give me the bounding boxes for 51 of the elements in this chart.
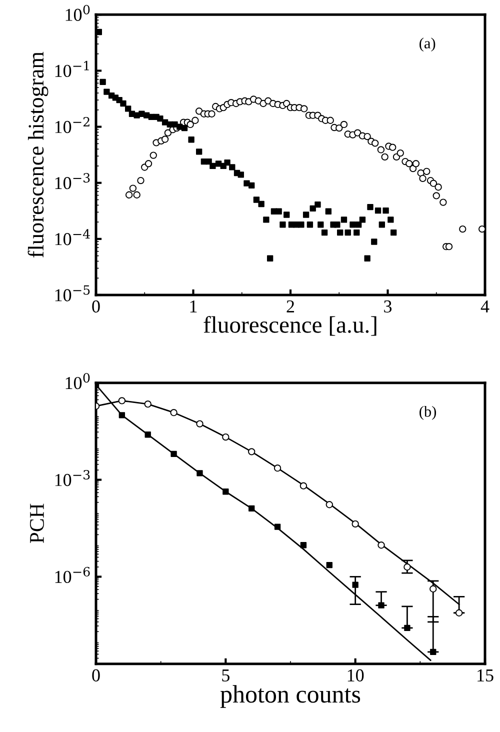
y-tick-label: 10$^{−4}$ — [55, 229, 90, 246]
point — [430, 585, 437, 592]
y-tick-label: 10$^{−5}$ — [55, 285, 90, 302]
x-tick-label: 15 — [478, 669, 494, 682]
point — [170, 450, 177, 458]
point — [196, 470, 203, 476]
y-tick-label: 10$^{−2}$ — [55, 116, 90, 134]
y-tick-label: 10$^{−3}$ — [55, 470, 90, 486]
point — [170, 409, 178, 416]
point — [248, 505, 255, 512]
x-tick-label: 3 — [384, 300, 392, 313]
y-tick-label: 10$^{0}$ — [66, 373, 90, 390]
point — [248, 448, 256, 456]
point — [144, 432, 151, 438]
point — [378, 542, 385, 549]
x-tick-label: 4 — [480, 300, 490, 312]
point — [118, 397, 126, 404]
x-tick-label: 1 — [190, 300, 197, 312]
point — [222, 433, 230, 441]
x-tick-label: 2 — [286, 300, 294, 312]
point — [222, 488, 229, 495]
point — [274, 524, 281, 530]
point — [300, 542, 307, 548]
point — [300, 482, 308, 490]
y-tick-label: 10$^{0}$ — [66, 4, 90, 21]
point — [274, 464, 282, 472]
annotation: (b) — [420, 406, 436, 420]
annotation: (a) — [420, 38, 436, 52]
y-axis-title: PCH — [30, 504, 44, 544]
point — [455, 609, 463, 616]
point — [352, 520, 359, 528]
point — [326, 501, 333, 508]
x-axis-title: photon counts — [220, 685, 360, 708]
y-axis-title: fluorescence histogram — [28, 52, 48, 258]
point — [404, 624, 410, 632]
point — [144, 400, 152, 408]
y-tick-label: 10$^{−1}$ — [55, 60, 89, 78]
x-tick-label: 10 — [348, 669, 364, 682]
y-tick-label: 10$^{−6}$ — [55, 566, 90, 584]
x-axis-title: fluorescence [a.u.] — [204, 316, 376, 336]
point — [404, 563, 411, 571]
x-tick-label: 0 — [92, 669, 100, 682]
point — [326, 562, 332, 568]
point — [378, 602, 384, 608]
point — [352, 582, 358, 588]
point — [196, 420, 204, 428]
x-tick-label: 0 — [92, 300, 100, 313]
x-tick-label: 5 — [222, 669, 230, 682]
point — [430, 648, 436, 656]
point — [118, 412, 126, 418]
y-tick-label: 10$^{−3}$ — [55, 173, 90, 190]
